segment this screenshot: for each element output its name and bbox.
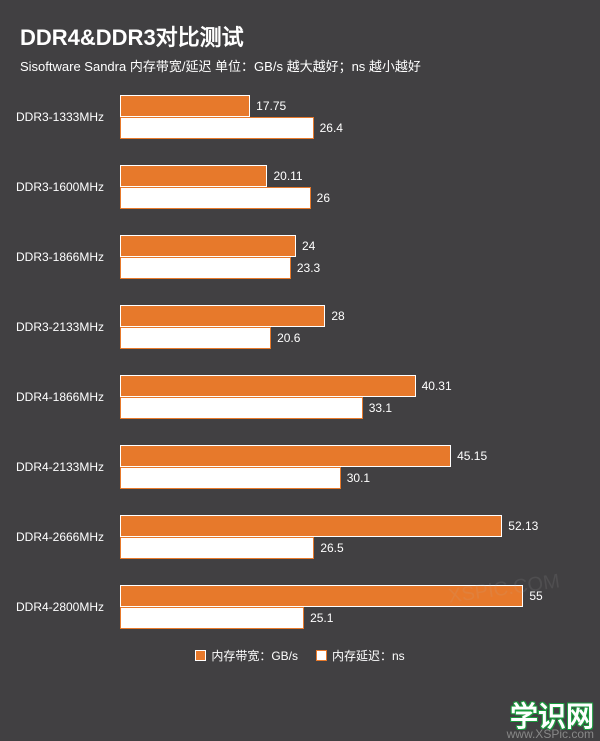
bar xyxy=(120,305,325,327)
bar-wrap: 25.1 xyxy=(120,607,580,629)
bar-value-label: 52.13 xyxy=(508,519,538,533)
category-label: DDR3-1600MHz xyxy=(0,180,120,194)
bar xyxy=(120,95,250,117)
chart-row: DDR4-2666MHz 52.13 26.5 xyxy=(0,515,600,559)
chart-legend: 内存带宽：GB/s 内存延迟：ns xyxy=(0,639,600,672)
bar xyxy=(120,117,314,139)
bar xyxy=(120,537,314,559)
bar-value-label: 20.11 xyxy=(273,169,302,183)
bar-wrap: 30.1 xyxy=(120,467,580,489)
bar-group: 52.13 26.5 xyxy=(120,515,600,559)
category-label: DDR3-1866MHz xyxy=(0,250,120,264)
category-label: DDR3-2133MHz xyxy=(0,320,120,334)
bar-value-label: 30.1 xyxy=(347,471,370,485)
bar xyxy=(120,445,451,467)
site-watermark-url: www.XSPic.com xyxy=(507,727,594,741)
bar-wrap: 20.11 xyxy=(120,165,580,187)
bar-value-label: 28 xyxy=(331,309,344,323)
bar-wrap: 33.1 xyxy=(120,397,580,419)
bar-group: 17.75 26.4 xyxy=(120,95,600,139)
bar-value-label: 20.6 xyxy=(277,331,300,345)
bar-value-label: 24 xyxy=(302,239,315,253)
bar-value-label: 25.1 xyxy=(310,611,333,625)
bar-wrap: 26 xyxy=(120,187,580,209)
legend-swatch xyxy=(195,650,206,661)
chart-row: DDR3-1866MHz 24 23.3 xyxy=(0,235,600,279)
bar-value-label: 17.75 xyxy=(256,99,286,113)
bar-group: 20.11 26 xyxy=(120,165,600,209)
bar-wrap: 26.4 xyxy=(120,117,580,139)
bar-value-label: 23.3 xyxy=(297,261,320,275)
bar-wrap: 17.75 xyxy=(120,95,580,117)
category-label: DDR3-1333MHz xyxy=(0,110,120,124)
legend-item: 内存带宽：GB/s xyxy=(195,647,298,664)
chart-row: DDR4-1866MHz 40.31 33.1 xyxy=(0,375,600,419)
bar-group: 40.31 33.1 xyxy=(120,375,600,419)
chart-container: DDR4&DDR3对比测试 Sisoftware Sandra 内存带宽/延迟 … xyxy=(0,0,600,741)
bar-group: 28 20.6 xyxy=(120,305,600,349)
bar-wrap: 28 xyxy=(120,305,580,327)
legend-item: 内存延迟：ns xyxy=(316,647,405,664)
chart-title: DDR4&DDR3对比测试 xyxy=(0,0,600,56)
chart-plot-area: DDR3-1333MHz 17.75 26.4 DDR3-1600MHz 20.11 26… xyxy=(0,89,600,639)
chart-row: DDR3-1600MHz 20.11 26 xyxy=(0,165,600,209)
bar-wrap: 40.31 xyxy=(120,375,580,397)
bar-value-label: 26.5 xyxy=(320,541,343,555)
chart-subtitle: Sisoftware Sandra 内存带宽/延迟 单位：GB/s 越大越好；n… xyxy=(0,56,600,89)
bar xyxy=(120,165,267,187)
category-label: DDR4-2133MHz xyxy=(0,460,120,474)
chart-row: DDR3-1333MHz 17.75 26.4 xyxy=(0,95,600,139)
bar-value-label: 33.1 xyxy=(369,401,392,415)
category-label: DDR4-2666MHz xyxy=(0,530,120,544)
bar-value-label: 26 xyxy=(317,191,330,205)
bar-wrap: 45.15 xyxy=(120,445,580,467)
bar-group: 45.15 30.1 xyxy=(120,445,600,489)
bar-group: 24 23.3 xyxy=(120,235,600,279)
bar xyxy=(120,327,271,349)
bar-value-label: 40.31 xyxy=(422,379,452,393)
bar-value-label: 45.15 xyxy=(457,449,487,463)
category-label: DDR4-1866MHz xyxy=(0,390,120,404)
bar xyxy=(120,187,311,209)
legend-swatch xyxy=(316,650,327,661)
category-label: DDR4-2800MHz xyxy=(0,600,120,614)
bar xyxy=(120,397,363,419)
bar-wrap: 24 xyxy=(120,235,580,257)
bar xyxy=(120,515,502,537)
chart-row: DDR4-2133MHz 45.15 30.1 xyxy=(0,445,600,489)
bar xyxy=(120,607,304,629)
bar-wrap: 52.13 xyxy=(120,515,580,537)
legend-label: 内存带宽：GB/s xyxy=(211,647,298,664)
bar xyxy=(120,235,296,257)
bar-wrap: 26.5 xyxy=(120,537,580,559)
bar-value-label: 26.4 xyxy=(320,121,343,135)
bar-wrap: 20.6 xyxy=(120,327,580,349)
bar-wrap: 23.3 xyxy=(120,257,580,279)
bar xyxy=(120,375,416,397)
bar xyxy=(120,257,291,279)
chart-row: DDR3-2133MHz 28 20.6 xyxy=(0,305,600,349)
bar xyxy=(120,467,341,489)
legend-label: 内存延迟：ns xyxy=(332,647,405,664)
